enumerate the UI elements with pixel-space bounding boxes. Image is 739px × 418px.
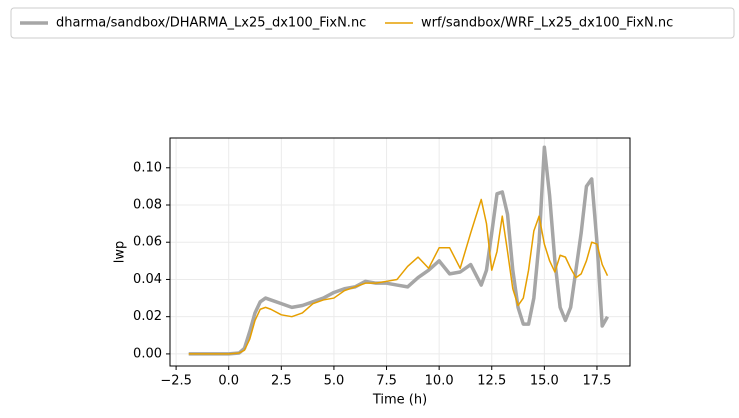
x-tick-label: 12.5 [477, 374, 506, 389]
x-tick-label: 2.5 [271, 374, 292, 389]
x-tick-label: 5.0 [324, 374, 345, 389]
legend-box [10, 7, 735, 39]
y-tick-label: 0.02 [133, 309, 162, 324]
x-tick-label: 7.5 [376, 374, 397, 389]
legend-label: wrf/sandbox/WRF_Lx25_dx100_FixN.nc [421, 16, 673, 31]
plot-frame [169, 137, 631, 367]
data-line [188, 145, 610, 356]
y-tick-label: 0.10 [133, 160, 162, 175]
x-tick-label: 10.0 [425, 374, 454, 389]
x-axis-label: Time (h) [372, 393, 427, 408]
y-tick-label: 0.06 [133, 235, 162, 250]
y-tick-label: 0.00 [133, 346, 162, 361]
data-line [188, 198, 609, 355]
y-axis-label: lwp [113, 241, 128, 264]
x-tick-label: −2.5 [160, 374, 192, 389]
y-tick-label: 0.08 [133, 198, 162, 213]
x-tick-label: 17.5 [582, 374, 611, 389]
legend-label: dharma/sandbox/DHARMA_Lx25_dx100_FixN.nc [56, 16, 366, 31]
y-tick-label: 0.04 [133, 272, 162, 287]
x-tick-label: 15.0 [530, 374, 559, 389]
x-tick-label: 0.0 [218, 374, 239, 389]
